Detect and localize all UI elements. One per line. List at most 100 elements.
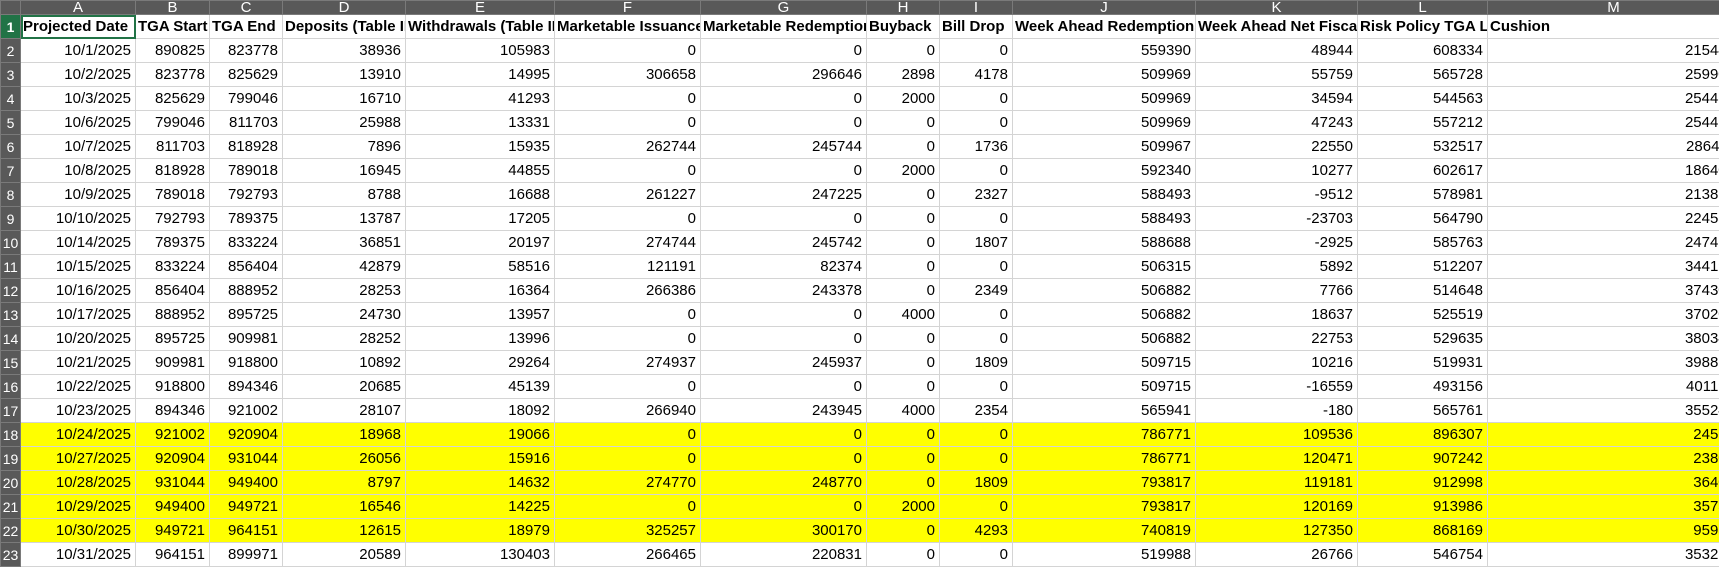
table-cell[interactable]: 0 [866,134,940,159]
table-cell[interactable]: 22753 [1195,326,1358,351]
table-cell[interactable]: 888952 [135,302,210,327]
column-header-j[interactable]: J [1012,0,1196,15]
column-header-m[interactable]: M [1487,0,1719,15]
table-cell[interactable]: 7766 [1195,278,1358,303]
table-cell[interactable]: 14225 [405,494,555,519]
table-cell[interactable]: 0 [700,374,867,399]
table-cell[interactable]: 109536 [1195,422,1358,447]
table-cell[interactable]: 913986 [1357,494,1488,519]
table-cell[interactable]: 16364 [405,278,555,303]
column-header-f[interactable]: F [554,0,701,15]
table-cell[interactable]: 0 [700,86,867,111]
table-cell[interactable]: 306658 [554,62,701,87]
table-cell[interactable]: 10216 [1195,350,1358,375]
table-cell[interactable]: 266386 [554,278,701,303]
table-cell[interactable]: 0 [866,230,940,255]
table-cell[interactable]: 300170 [700,518,867,543]
table-cell[interactable]: 2898 [866,62,940,87]
table-cell[interactable]: 243378 [700,278,867,303]
table-cell[interactable]: 585763 [1357,230,1488,255]
table-cell[interactable]: 10/1/2025 [20,38,136,63]
table-cell[interactable]: 127350 [1195,518,1358,543]
table-cell[interactable]: 0 [554,38,701,63]
table-cell[interactable]: 10/17/2025 [20,302,136,327]
table-cell[interactable]: 559390 [1012,38,1196,63]
table-cell[interactable]: 262744 [554,134,701,159]
table-cell[interactable]: 0 [554,446,701,471]
table-cell[interactable]: 888952 [209,278,283,303]
table-cell[interactable]: 792793 [209,182,283,207]
table-cell[interactable]: 2354 [939,398,1013,423]
table-cell[interactable]: 398869 [1487,350,1719,375]
table-cell[interactable]: 895725 [209,302,283,327]
table-cell[interactable]: 793817 [1012,470,1196,495]
table-cell[interactable]: 14632 [405,470,555,495]
table-cell[interactable]: 36402 [1487,470,1719,495]
table-cell[interactable]: 1809 [939,350,1013,375]
table-cell[interactable]: 856404 [209,254,283,279]
table-cell[interactable]: 529635 [1357,326,1488,351]
table-cell[interactable]: 532517 [1357,134,1488,159]
table-cell[interactable]: 0 [700,158,867,183]
table-cell[interactable]: 10892 [282,350,406,375]
table-cell[interactable]: 353217 [1487,542,1719,567]
table-cell[interactable]: 105983 [405,38,555,63]
table-cell[interactable]: 95982 [1487,518,1719,543]
table-cell[interactable]: 0 [939,374,1013,399]
header-cell-tga-end[interactable]: TGA End [209,14,283,39]
column-header-i[interactable]: I [939,0,1013,15]
column-header-c[interactable]: C [209,0,283,15]
table-cell[interactable]: 10/6/2025 [20,110,136,135]
row-number[interactable]: 18 [0,422,21,447]
table-cell[interactable]: 2000 [866,86,940,111]
table-cell[interactable]: 130403 [405,542,555,567]
table-cell[interactable]: 10/10/2025 [20,206,136,231]
table-cell[interactable]: 18979 [405,518,555,543]
table-cell[interactable]: 602617 [1357,158,1488,183]
table-cell[interactable]: 58516 [405,254,555,279]
row-number[interactable]: 12 [0,278,21,303]
table-cell[interactable]: 509715 [1012,350,1196,375]
row-number[interactable]: 8 [0,182,21,207]
table-cell[interactable]: 41293 [405,86,555,111]
column-header-g[interactable]: G [700,0,867,15]
table-cell[interactable]: 48944 [1195,38,1358,63]
table-cell[interactable]: 120471 [1195,446,1358,471]
table-cell[interactable]: 254483 [1487,86,1719,111]
header-cell-week-ahead-redemptions[interactable]: Week Ahead Redemptions [1012,14,1196,39]
table-cell[interactable]: 42879 [282,254,406,279]
table-cell[interactable]: 512207 [1357,254,1488,279]
row-number[interactable]: 9 [0,206,21,231]
row-number[interactable]: 2 [0,38,21,63]
table-cell[interactable]: 0 [866,446,940,471]
table-cell[interactable]: 274744 [554,230,701,255]
table-cell[interactable]: 15935 [405,134,555,159]
table-cell[interactable]: 588493 [1012,206,1196,231]
row-number[interactable]: 19 [0,446,21,471]
table-cell[interactable]: 2000 [866,494,940,519]
table-cell[interactable]: 401190 [1487,374,1719,399]
table-cell[interactable]: 894346 [209,374,283,399]
table-cell[interactable]: 10/23/2025 [20,398,136,423]
table-cell[interactable]: 519988 [1012,542,1196,567]
table-cell[interactable]: 24730 [282,302,406,327]
table-cell[interactable]: 13787 [282,206,406,231]
table-cell[interactable]: 909981 [209,326,283,351]
header-cell-buyback[interactable]: Buyback [866,14,940,39]
table-cell[interactable]: 0 [939,326,1013,351]
column-header-a[interactable]: A [20,0,136,15]
table-cell[interactable]: 921002 [135,422,210,447]
table-cell[interactable]: 890825 [135,38,210,63]
table-cell[interactable]: 0 [939,542,1013,567]
table-cell[interactable]: 564790 [1357,206,1488,231]
table-cell[interactable]: 10/22/2025 [20,374,136,399]
table-cell[interactable]: 19066 [405,422,555,447]
header-cell-marketable-issuance[interactable]: Marketable Issuance [554,14,701,39]
row-number[interactable]: 15 [0,350,21,375]
table-cell[interactable]: 565761 [1357,398,1488,423]
table-cell[interactable]: 10/28/2025 [20,470,136,495]
table-cell[interactable]: 0 [700,422,867,447]
table-cell[interactable]: 2000 [866,158,940,183]
table-cell[interactable]: 220831 [700,542,867,567]
table-cell[interactable]: 592340 [1012,158,1196,183]
